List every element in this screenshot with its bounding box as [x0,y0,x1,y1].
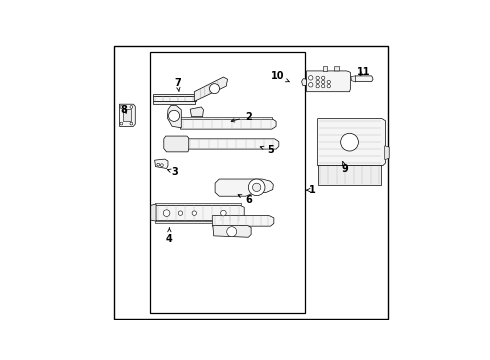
Circle shape [192,211,196,215]
Polygon shape [180,117,272,118]
Polygon shape [195,77,227,102]
Circle shape [210,84,220,94]
Circle shape [321,85,325,88]
Polygon shape [385,146,389,159]
Circle shape [321,76,325,80]
Polygon shape [153,102,195,104]
Circle shape [178,211,183,215]
Text: 4: 4 [166,228,173,244]
Circle shape [161,164,163,167]
Circle shape [309,82,313,87]
Polygon shape [150,51,305,314]
Polygon shape [151,204,156,221]
Text: 10: 10 [270,72,290,82]
Text: 11: 11 [357,67,370,77]
Circle shape [157,163,160,166]
Text: 6: 6 [238,195,252,205]
Text: 8: 8 [120,105,127,115]
Circle shape [341,133,358,151]
Circle shape [120,122,123,125]
Polygon shape [153,94,195,96]
Polygon shape [213,226,251,237]
Circle shape [316,80,319,84]
Circle shape [220,210,226,216]
Circle shape [309,76,313,80]
Polygon shape [190,107,203,117]
Polygon shape [334,67,340,71]
Polygon shape [318,118,386,166]
Text: 5: 5 [260,145,274,155]
Polygon shape [355,76,373,81]
Polygon shape [215,179,273,196]
Polygon shape [351,76,356,82]
Circle shape [248,179,265,196]
Text: 3: 3 [168,167,178,177]
Text: 7: 7 [174,78,181,91]
Polygon shape [155,203,241,205]
Circle shape [252,183,261,192]
Circle shape [130,122,133,125]
Polygon shape [322,66,327,71]
Polygon shape [155,221,241,223]
Polygon shape [318,165,381,185]
Circle shape [316,76,319,80]
Polygon shape [168,105,181,128]
Circle shape [321,80,325,84]
Text: 1: 1 [306,185,316,195]
Circle shape [327,80,330,84]
Text: 9: 9 [342,162,349,174]
Text: 2: 2 [231,112,252,122]
Circle shape [163,210,170,216]
Polygon shape [212,216,274,226]
Polygon shape [307,71,350,92]
Circle shape [316,85,319,88]
Polygon shape [155,205,244,221]
Polygon shape [180,118,276,129]
Polygon shape [120,104,135,126]
Polygon shape [155,159,168,168]
Polygon shape [123,109,131,121]
Circle shape [227,227,237,237]
Polygon shape [153,96,196,102]
Circle shape [327,85,330,88]
Circle shape [169,110,180,121]
Circle shape [130,105,133,108]
Polygon shape [301,79,307,85]
Circle shape [120,105,123,108]
Polygon shape [187,139,279,149]
Polygon shape [164,136,189,152]
